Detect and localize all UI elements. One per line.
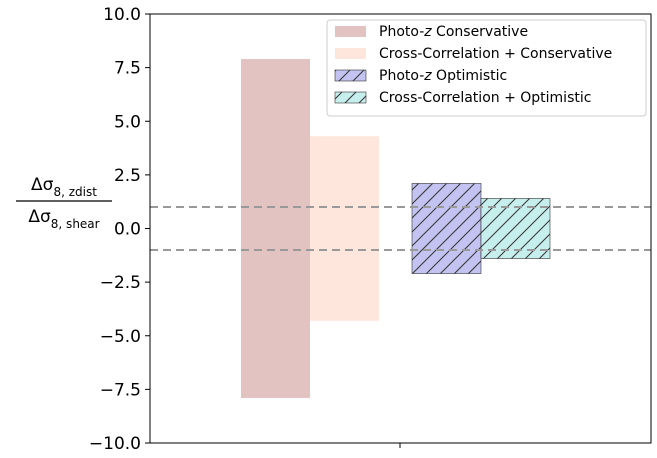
y-label-numerator: Δσ8, zdist bbox=[31, 175, 97, 199]
bar-3-hatch bbox=[411, 183, 482, 274]
bar-2 bbox=[310, 136, 379, 321]
legend-swatch-hatch-3 bbox=[334, 69, 367, 82]
y-tick-label: 10.0 bbox=[103, 5, 141, 25]
y-label-denominator: Δσ8, shear bbox=[28, 207, 99, 231]
legend-box bbox=[326, 19, 647, 117]
legend: Photo-z Conservative Cross-Correlation + … bbox=[326, 19, 647, 117]
y-tick-label: 7.5 bbox=[114, 59, 141, 79]
legend-items: Photo-z Conservative Cross-Correlation + … bbox=[334, 24, 612, 106]
y-tick-label: 2.5 bbox=[114, 166, 141, 186]
legend-swatch-hatch-4 bbox=[334, 91, 367, 104]
legend-label-2: Cross-Correlation + Conservative bbox=[379, 46, 612, 62]
legend-swatch-1 bbox=[335, 26, 366, 37]
reference-lines bbox=[150, 206, 651, 251]
y-tick-label: −2.5 bbox=[100, 273, 141, 293]
y-tick-label: −5.0 bbox=[100, 327, 141, 347]
bar-4-hatch bbox=[480, 198, 551, 259]
y-tick-label: −10.0 bbox=[89, 434, 141, 454]
y-tick-label: 5.0 bbox=[114, 112, 141, 132]
bar-1 bbox=[241, 59, 310, 398]
legend-label-4: Cross-Correlation + Optimistic bbox=[379, 90, 591, 106]
legend-label-3: Photo-z Optimistic bbox=[379, 68, 507, 84]
legend-swatch-2 bbox=[335, 48, 366, 59]
y-tick-label: 0.0 bbox=[114, 220, 141, 240]
y-ticks: 10.0 7.5 5.0 2.5 0.0 −2.5 −5.0 −7.5 −10.0 bbox=[89, 5, 150, 454]
y-axis-label: Δσ8, zdist Δσ8, shear bbox=[16, 175, 112, 231]
legend-label-1: Photo-z Conservative bbox=[379, 24, 528, 40]
bars-layer bbox=[241, 59, 551, 398]
y-tick-label: −7.5 bbox=[100, 380, 141, 400]
